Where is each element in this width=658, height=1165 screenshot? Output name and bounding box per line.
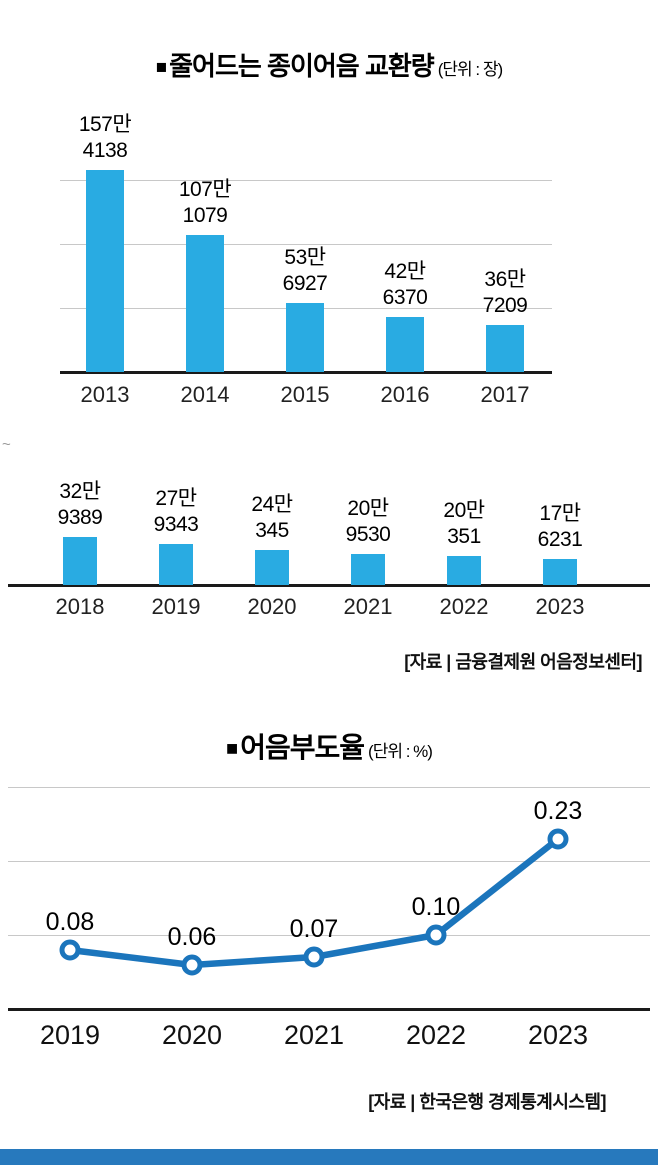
chart1-title-text: 줄어드는 종이어음 교환량 xyxy=(169,51,435,81)
bar-value-label: 157만 4138 xyxy=(78,113,132,162)
bar-2015 xyxy=(286,303,324,372)
bar-value-label: 20만 351 xyxy=(443,499,485,548)
gridline xyxy=(8,861,650,862)
bar-value-label: 42만 6370 xyxy=(382,260,428,309)
bar-2022 xyxy=(447,556,481,585)
bar-2016 xyxy=(386,317,424,372)
x-tick-label: 2018 xyxy=(55,594,105,619)
data-point-marker-2023 xyxy=(547,828,569,850)
bar-2021 xyxy=(351,554,385,585)
x-tick-label: 2016 xyxy=(380,382,430,407)
x-tick-label: 2023 xyxy=(535,594,585,619)
axis-break-mark: ~ xyxy=(2,436,11,453)
bar-2013 xyxy=(86,170,124,372)
bar-2014 xyxy=(186,235,224,372)
bar-2023 xyxy=(543,559,577,585)
x-tick-label: 2017 xyxy=(480,382,530,407)
x-tick-label: 2021 xyxy=(343,594,393,619)
bar-value-label: 27만 9343 xyxy=(153,487,199,536)
chart1-title: ■ 줄어드는 종이어음 교환량 (단위 : 장) xyxy=(0,46,658,83)
point-value-label: 0.23 xyxy=(533,797,583,825)
bar-value-label: 53만 6927 xyxy=(282,246,328,295)
x-tick-label: 2013 xyxy=(80,382,130,407)
bar-value-label: 36만 7209 xyxy=(482,268,528,317)
chart2-title-text: 어음부도율 xyxy=(240,732,365,763)
chart1-source: [자료 | 금융결제원 어음정보센터] xyxy=(404,652,642,672)
chart1-unit: (단위 : 장) xyxy=(437,60,503,79)
x-tick-label: 2020 xyxy=(161,1020,223,1050)
bar-2020 xyxy=(255,550,289,585)
square-bullet-icon: ■ xyxy=(226,738,238,760)
chart2-source: [자료 | 한국은행 경제통계시스템] xyxy=(368,1092,606,1112)
point-value-label: 0.06 xyxy=(167,923,217,951)
x-axis-line xyxy=(60,371,552,374)
gridline xyxy=(60,244,552,245)
bar-2019 xyxy=(159,544,193,585)
bar-value-label: 107만 1079 xyxy=(178,178,232,227)
x-tick-label: 2022 xyxy=(405,1020,467,1050)
x-axis-line xyxy=(8,1008,650,1011)
bottom-accent-strip xyxy=(0,1149,658,1165)
point-value-label: 0.08 xyxy=(45,908,95,936)
x-tick-label: 2015 xyxy=(280,382,330,407)
square-bullet-icon: ■ xyxy=(155,56,167,77)
x-tick-label: 2020 xyxy=(247,594,297,619)
x-tick-label: 2021 xyxy=(283,1020,345,1050)
x-tick-label: 2023 xyxy=(527,1020,589,1050)
x-axis-line xyxy=(8,584,650,587)
bar-2018 xyxy=(63,537,97,585)
bar-value-label: 17만 6231 xyxy=(537,502,583,551)
point-value-label: 0.07 xyxy=(289,915,339,943)
x-tick-label: 2022 xyxy=(439,594,489,619)
bar-value-label: 24만 345 xyxy=(251,493,293,542)
bar-value-label: 20만 9530 xyxy=(345,497,391,546)
x-tick-label: 2019 xyxy=(39,1020,101,1050)
data-point-marker-2020 xyxy=(181,954,203,976)
gridline xyxy=(60,180,552,181)
point-value-label: 0.10 xyxy=(411,893,461,921)
chart2-unit: (단위 : %) xyxy=(368,742,433,761)
chart2-title: ■ 어음부도율 (단위 : %) xyxy=(0,726,658,766)
x-tick-label: 2014 xyxy=(180,382,230,407)
bar-value-label: 32만 9389 xyxy=(57,480,103,529)
bar-2017 xyxy=(486,325,524,372)
gridline xyxy=(8,787,650,788)
data-point-marker-2019 xyxy=(59,939,81,961)
x-tick-label: 2019 xyxy=(151,594,201,619)
data-point-marker-2021 xyxy=(303,946,325,968)
